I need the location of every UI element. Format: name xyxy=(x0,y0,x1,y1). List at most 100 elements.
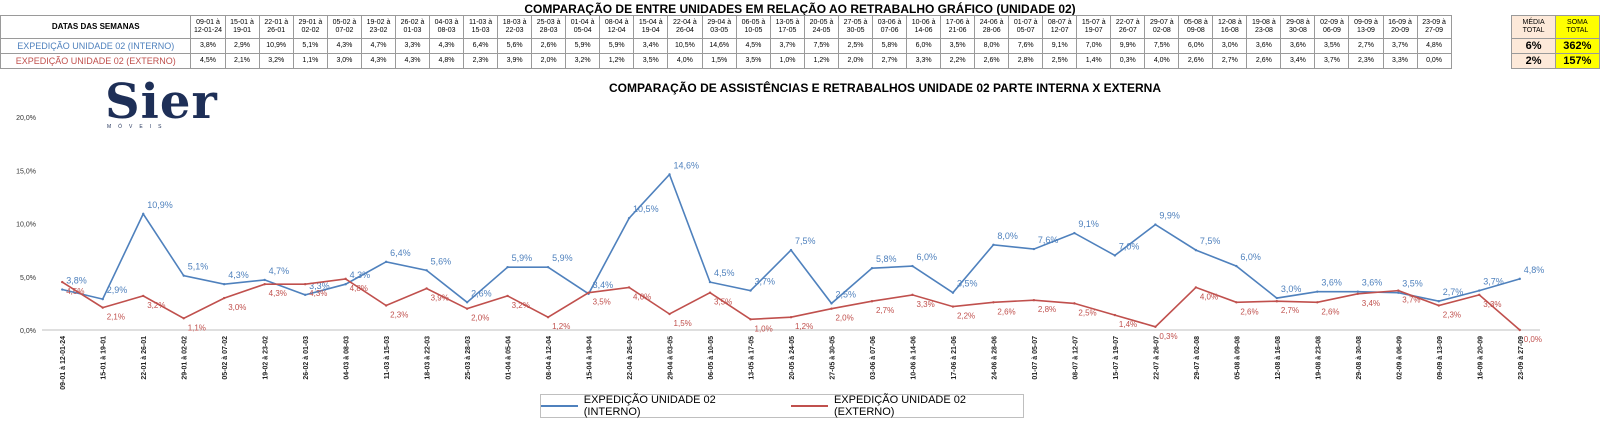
data-label: 2,6% xyxy=(471,288,492,298)
table-cell: 7,6% xyxy=(1008,38,1044,54)
data-label: 2,0% xyxy=(471,314,489,323)
data-point xyxy=(263,278,266,282)
data-point xyxy=(384,304,388,307)
table-cell: 10,5% xyxy=(667,38,703,54)
data-point xyxy=(1113,313,1117,317)
data-point xyxy=(668,312,671,316)
data-point xyxy=(1073,231,1076,235)
data-label: 6,0% xyxy=(916,252,937,262)
x-tick-label: 13-05 à 17-05 xyxy=(749,336,756,380)
x-tick-label: 08-04 à 12-04 xyxy=(546,336,553,380)
data-point xyxy=(303,283,307,286)
data-point xyxy=(465,301,469,304)
data-point xyxy=(789,316,793,319)
table-cell: 3,5% xyxy=(1314,38,1350,54)
x-tick-label: 11-03 à 15-03 xyxy=(384,336,391,379)
data-point xyxy=(1073,302,1076,305)
data-point xyxy=(546,316,550,319)
data-label: 4,5% xyxy=(66,287,84,296)
table-cell: 10,9% xyxy=(258,38,294,54)
data-point xyxy=(101,306,104,309)
data-point xyxy=(1032,247,1036,251)
table-week-header: 02-09 à 06-09 xyxy=(1314,15,1350,39)
table-week-header: 15-01 à 19-01 xyxy=(224,15,260,39)
table-week-header: 05-08 à 09-08 xyxy=(1178,15,1214,39)
table-cell: 3,3% xyxy=(1382,53,1418,69)
data-point xyxy=(344,277,347,281)
data-label: 10,9% xyxy=(147,200,173,210)
data-point xyxy=(1032,298,1036,302)
table-week-header: 11-03 à 15-03 xyxy=(463,15,499,39)
table-row-label: EXPEDIÇÃO UNIDADE 02 (EXTERNO) xyxy=(0,53,192,69)
data-point xyxy=(1194,248,1198,252)
page-title: COMPARAÇÃO DE ENTRE UNIDADES EM RELAÇÃO … xyxy=(524,2,1076,16)
table-week-header: 01-04 à 05-04 xyxy=(565,15,601,39)
table-cell: 2,5% xyxy=(1042,53,1078,69)
data-point xyxy=(708,291,712,294)
y-tick-label: 15,0% xyxy=(16,168,36,175)
data-label: 3,7% xyxy=(1402,296,1420,305)
data-label: 3,3% xyxy=(916,300,934,309)
data-label: 3,5% xyxy=(714,298,732,307)
data-point xyxy=(546,265,550,269)
table-cell: 1,0% xyxy=(769,53,805,69)
table-week-header: 08-04 à 12-04 xyxy=(599,15,635,39)
data-point xyxy=(870,267,874,270)
data-point xyxy=(1478,293,1481,297)
table-cell: 2,7% xyxy=(1348,38,1384,54)
table-cell: 3,9% xyxy=(497,53,533,69)
data-point xyxy=(668,173,671,176)
table-week-header: 04-03 à 08-03 xyxy=(429,15,465,39)
x-tick-label: 22-01 à 26-01 xyxy=(141,336,148,380)
data-label: 5,1% xyxy=(188,262,209,272)
table-cell: 4,3% xyxy=(326,38,362,54)
data-point xyxy=(1397,291,1400,294)
data-label: 2,5% xyxy=(835,289,856,299)
legend-swatch-interno xyxy=(541,405,578,407)
data-label: 2,2% xyxy=(957,312,975,321)
x-tick-label: 12-08 à 16-08 xyxy=(1275,336,1282,380)
table-cell: 3,5% xyxy=(735,53,771,69)
table-cell: 2,3% xyxy=(463,53,499,69)
x-tick-label: 22-07 à 26-07 xyxy=(1153,336,1160,380)
x-tick-label: 26-02 à 01-03 xyxy=(303,336,310,380)
table-cell: 2,6% xyxy=(1246,53,1282,69)
data-point xyxy=(425,269,428,272)
data-point xyxy=(789,248,793,252)
data-point xyxy=(263,283,266,286)
data-point xyxy=(1194,286,1198,289)
data-point xyxy=(1356,290,1360,293)
x-tick-label: 04-03 à 08-03 xyxy=(344,336,351,380)
data-label: 4,0% xyxy=(633,292,651,301)
data-point xyxy=(911,264,914,268)
x-tick-label: 01-04 à 05-04 xyxy=(506,336,513,380)
data-label: 1,5% xyxy=(674,319,692,328)
data-label: 4,3% xyxy=(269,289,287,298)
table-cell: 2,6% xyxy=(531,38,567,54)
data-label: 7,5% xyxy=(795,236,816,246)
x-tick-label: 25-03 à 28-03 xyxy=(465,336,472,380)
data-label: 1,0% xyxy=(755,324,773,333)
table-gap xyxy=(1451,38,1512,54)
chart-area: 0,0% 5,0% 10,0% 15,0% 20,0% 09-01 à 12-01-24 1… xyxy=(0,72,1600,428)
data-label: 7,0% xyxy=(1119,241,1140,251)
table-cell: 2,8% xyxy=(1008,53,1044,69)
table-cell: 0,3% xyxy=(1110,53,1146,69)
data-label: 0,3% xyxy=(1159,332,1177,341)
data-label: 7,5% xyxy=(1200,236,1221,246)
chart-legend: EXPEDIÇÃO UNIDADE 02 (INTERNO) EXPEDIÇÃO… xyxy=(540,394,1024,418)
data-label: 2,6% xyxy=(1321,307,1339,316)
data-point xyxy=(830,307,833,310)
x-tick-label: 24-06 à 28-06 xyxy=(991,336,998,380)
table-cell: 3,3% xyxy=(906,53,942,69)
legend-swatch-externo xyxy=(791,405,828,407)
table-cell: 4,3% xyxy=(360,53,396,69)
data-label: 14,6% xyxy=(674,161,700,171)
data-point xyxy=(911,293,914,297)
x-tick-label: 09-01 à 12-01-24 xyxy=(60,336,67,390)
data-point xyxy=(1356,292,1360,295)
y-tick-label: 5,0% xyxy=(20,275,36,282)
soma-value: 157% xyxy=(1554,53,1600,69)
data-point xyxy=(1437,304,1440,307)
table-header-label: DATAS DAS SEMANAS xyxy=(0,15,192,39)
